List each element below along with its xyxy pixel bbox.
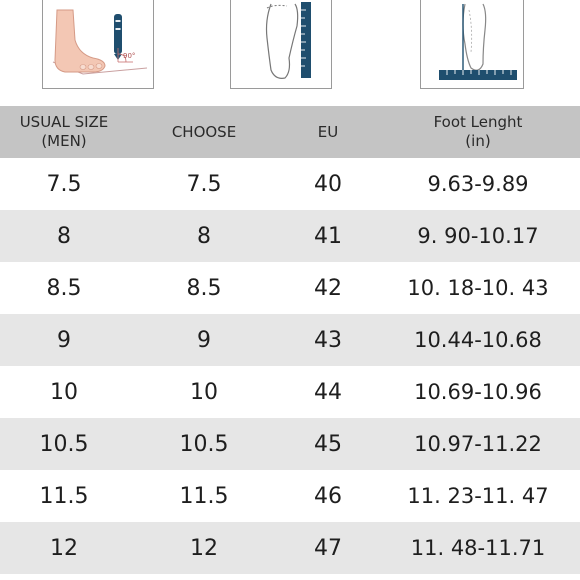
foot-length-cell: 10.97-11.22: [414, 432, 542, 456]
choose-cell: 10.5: [179, 431, 229, 457]
foot-length-cell: 11. 23-11. 47: [407, 484, 549, 508]
foot-length-cell: 9.63-9.89: [427, 172, 529, 196]
size-chart-table: USUAL SIZE (MEN) CHOOSE EU Foot Lenght (…: [0, 106, 580, 574]
usual-size-header-line1: USUAL SIZE: [19, 113, 109, 131]
table-row: 12 12 47 11. 48-11.71: [0, 522, 580, 574]
foot-length-cell: 10.69-10.96: [414, 380, 542, 404]
table-row: 11.5 11.5 46 11. 23-11. 47: [0, 470, 580, 522]
usual-size-cell: 8: [57, 223, 71, 249]
eu-cell: 43: [314, 327, 342, 353]
choose-cell: 9: [197, 327, 211, 353]
foot-length-cell: 10. 18-10. 43: [407, 276, 549, 300]
eu-cell: 45: [314, 431, 342, 457]
eu-cell: 47: [314, 535, 342, 561]
measurement-illustrations: 90°: [0, 0, 580, 100]
choose-cell: 12: [190, 535, 218, 561]
usual-size-header: USUAL SIZE (MEN): [0, 106, 128, 158]
choose-header: CHOOSE: [171, 122, 237, 141]
usual-size-cell: 10: [50, 379, 78, 405]
foot-outline-ruler-icon: [265, 2, 311, 79]
foot-length-cell: 10.44-10.68: [414, 328, 542, 352]
foot-length-cell: 9. 90-10.17: [417, 224, 539, 248]
table-row: 7.5 7.5 40 9.63-9.89: [0, 158, 580, 210]
choose-cell: 8: [197, 223, 211, 249]
usual-size-cell: 9: [57, 327, 71, 353]
usual-size-cell: 10.5: [39, 431, 89, 457]
foot-length-header-line1: Foot Lenght: [433, 113, 523, 131]
eu-cell: 44: [314, 379, 342, 405]
eu-cell: 40: [314, 171, 342, 197]
foot-length-header-line2: (in): [465, 132, 491, 150]
foot-sole-ruler-icon: [439, 3, 517, 80]
foot-length-header: Foot Lenght (in): [376, 106, 580, 158]
table-row: 9 9 43 10.44-10.68: [0, 314, 580, 366]
usual-size-header-line2: (MEN): [41, 132, 87, 150]
foot-length-illustration: [230, 0, 332, 89]
eu-cell: 41: [314, 223, 342, 249]
choose-cell: 10: [190, 379, 218, 405]
table-header-row: USUAL SIZE (MEN) CHOOSE EU Foot Lenght (…: [0, 106, 580, 158]
usual-size-cell: 12: [50, 535, 78, 561]
choose-cell: 8.5: [186, 275, 222, 301]
usual-size-cell: 11.5: [39, 483, 89, 509]
eu-header: EU: [317, 122, 339, 141]
eu-cell: 42: [314, 275, 342, 301]
choose-cell: 7.5: [186, 171, 222, 197]
foot-sole-illustration: [420, 0, 524, 89]
choose-cell: 11.5: [179, 483, 229, 509]
usual-size-cell: 7.5: [46, 171, 82, 197]
angle-label: 90°: [123, 52, 135, 60]
usual-size-cell: 8.5: [46, 275, 82, 301]
foot-side-view-icon: 90°: [52, 9, 148, 75]
table-row: 10.5 10.5 45 10.97-11.22: [0, 418, 580, 470]
foot-measure-illustration: 90°: [42, 0, 154, 89]
table-row: 8 8 41 9. 90-10.17: [0, 210, 580, 262]
foot-length-cell: 11. 48-11.71: [410, 536, 546, 560]
eu-cell: 46: [314, 483, 342, 509]
table-row: 10 10 44 10.69-10.96: [0, 366, 580, 418]
table-row: 8.5 8.5 42 10. 18-10. 43: [0, 262, 580, 314]
